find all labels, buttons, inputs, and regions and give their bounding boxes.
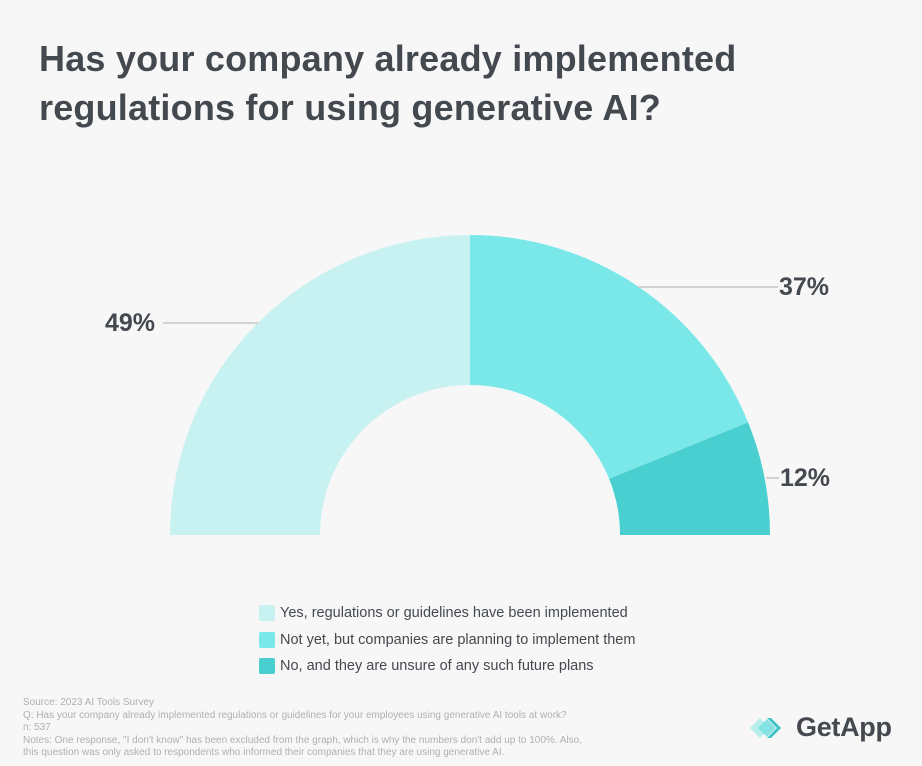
- legend-swatch-icon: [259, 658, 275, 675]
- notes-text-2: this question was only asked to responde…: [23, 747, 505, 758]
- legend-swatch-icon: [259, 605, 275, 622]
- legend-label: No, and they are unsure of any such futu…: [280, 658, 594, 675]
- label-12: 12%: [780, 464, 831, 492]
- getapp-chevrons-icon: [750, 717, 781, 738]
- chart-title: Has your company already implemented reg…: [39, 38, 737, 128]
- question-text: Q: Has your company already implemented …: [23, 709, 567, 721]
- legend: Yes, regulations or guidelines have been…: [259, 600, 635, 680]
- legend-item-not-yet: Not yet, but companies are planning to i…: [259, 627, 635, 654]
- label-49: 49%: [105, 309, 156, 337]
- footer-notes: Source: 2023 AI Tools Survey Q: Has your…: [23, 697, 582, 760]
- legend-label: Not yet, but companies are planning to i…: [280, 631, 636, 648]
- source-text: Source: 2023 AI Tools Survey: [23, 697, 155, 708]
- getapp-logo: GetApp: [748, 712, 892, 743]
- label-37: 37%: [779, 273, 830, 301]
- logo-text: GetApp: [796, 712, 892, 742]
- segment-no: [609, 422, 770, 535]
- segment-not-yet: [470, 235, 749, 479]
- segment-yes: [170, 235, 470, 535]
- sample-size: n: 537: [23, 722, 51, 733]
- legend-item-no: No, and they are unsure of any such futu…: [259, 653, 635, 680]
- legend-swatch-icon: [259, 631, 275, 648]
- notes-text-1: Notes: One response, "I don't know" has …: [23, 734, 583, 746]
- legend-item-yes: Yes, regulations or guidelines have been…: [259, 600, 635, 627]
- legend-label: Yes, regulations or guidelines have been…: [280, 605, 628, 622]
